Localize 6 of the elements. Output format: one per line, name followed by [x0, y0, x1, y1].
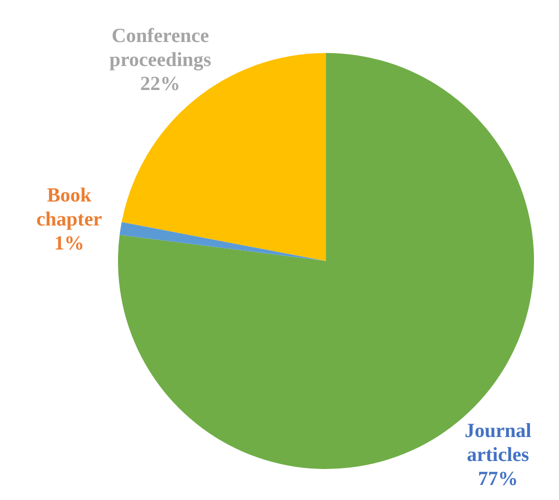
slice-label: Conference proceedings: [109, 24, 212, 71]
slice-label: Book chapter: [36, 184, 102, 230]
data-label: 22%: [140, 72, 180, 95]
data-label: 77%: [478, 468, 518, 490]
data-label: 1%: [54, 232, 84, 254]
slice-label: Journal articles: [464, 420, 532, 466]
